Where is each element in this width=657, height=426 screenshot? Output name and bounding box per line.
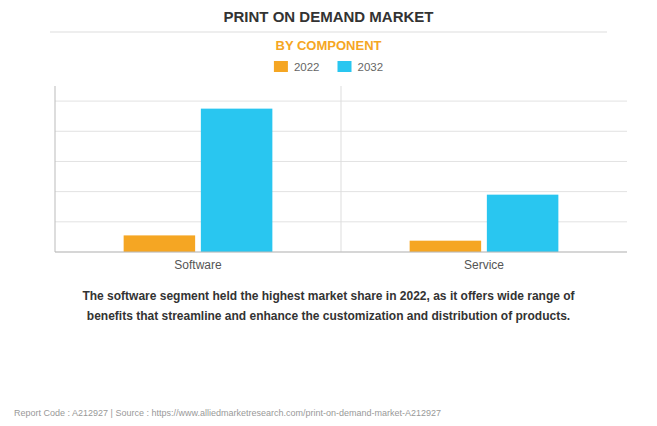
x-tick-label: Software bbox=[174, 258, 222, 272]
legend-swatch bbox=[338, 61, 352, 72]
grid-line bbox=[55, 252, 627, 253]
x-tick-label: Service bbox=[464, 258, 504, 272]
legend: 2022 2032 bbox=[274, 61, 383, 73]
legend-label: 2032 bbox=[358, 61, 384, 73]
bar bbox=[124, 235, 196, 252]
bar bbox=[410, 241, 482, 252]
y-axis-line bbox=[55, 86, 56, 252]
footer: Report Code : A212927 | Source : https:/… bbox=[14, 408, 441, 418]
x-axis-line bbox=[55, 252, 627, 253]
subtitle: BY COMPONENT bbox=[276, 38, 382, 53]
annotation-line: The software segment held the highest ma… bbox=[82, 289, 575, 303]
group-divider bbox=[341, 86, 342, 252]
bars bbox=[124, 109, 559, 252]
title-separator bbox=[50, 32, 607, 33]
bar bbox=[201, 109, 272, 252]
chart: PRINT ON DEMAND MARKET BY COMPONENT Softwa… bbox=[0, 0, 657, 426]
annotation: The software segment held the highest ma… bbox=[82, 289, 575, 323]
title: PRINT ON DEMAND MARKET bbox=[224, 8, 434, 25]
legend-swatch bbox=[274, 61, 288, 72]
legend-label: 2022 bbox=[294, 61, 320, 73]
annotation-line: benefits that streamline and enhance the… bbox=[87, 309, 570, 323]
bar bbox=[487, 195, 559, 252]
